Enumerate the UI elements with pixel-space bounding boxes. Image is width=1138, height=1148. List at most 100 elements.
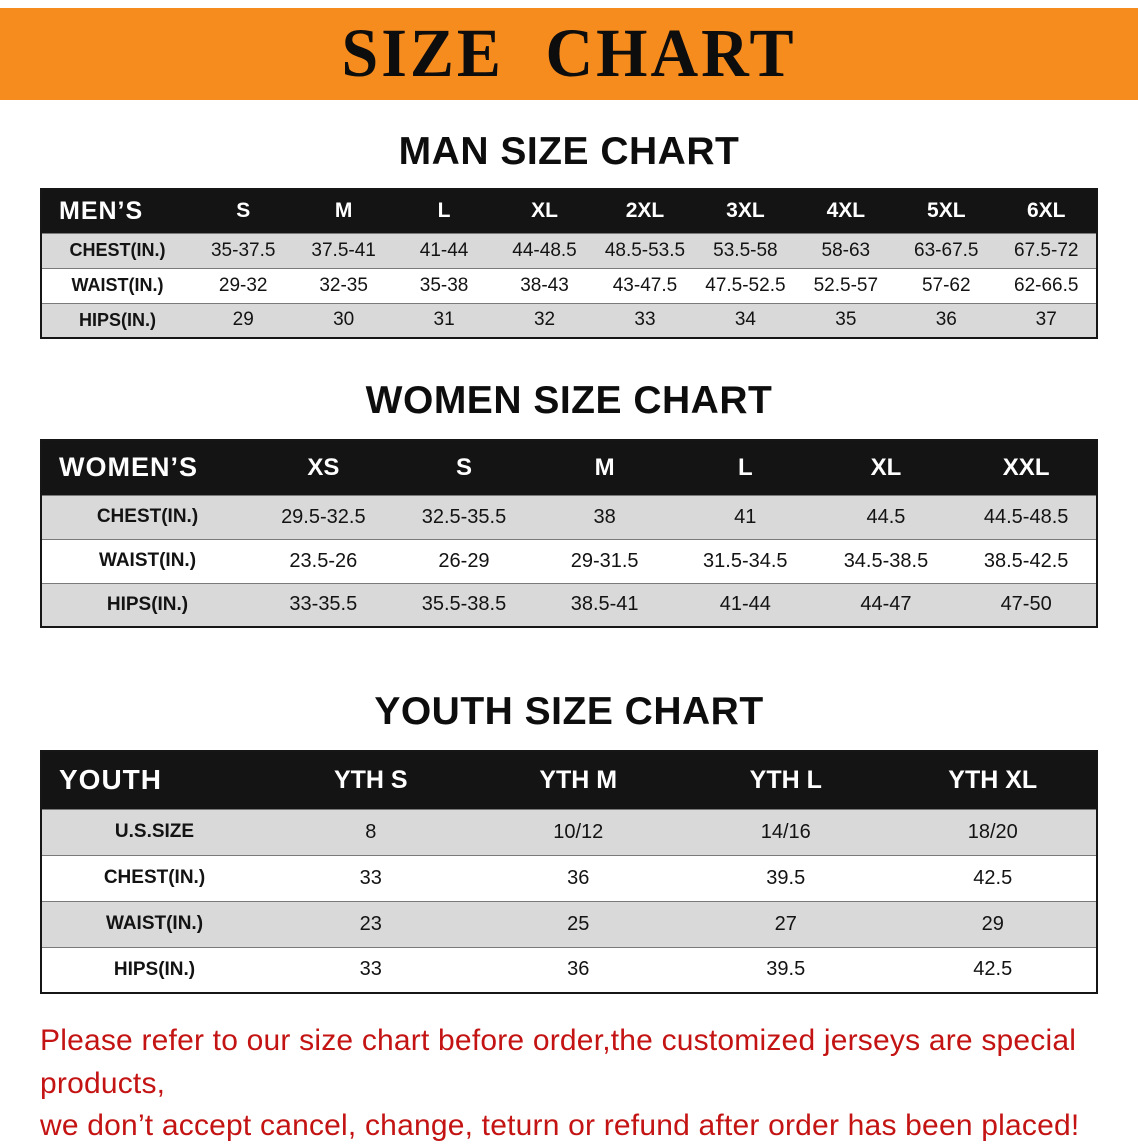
size-column-header: YTH XL xyxy=(889,751,1097,809)
size-column-header: XXL xyxy=(956,440,1097,495)
youth-size-chart-section: YOUTH SIZE CHART YOUTH YTH S YTH M YTH L YTH… xyxy=(0,690,1138,994)
size-value: 44-48.5 xyxy=(512,239,577,261)
size-value: 47.5-52.5 xyxy=(705,274,786,296)
size-value: 36 xyxy=(567,958,590,981)
measurement-label: U.S.SIZE xyxy=(114,821,195,842)
size-value: 44-47 xyxy=(860,593,912,616)
size-value: 35 xyxy=(835,309,857,331)
size-column-header: S xyxy=(393,440,535,495)
size-value: 52.5-57 xyxy=(813,274,879,296)
table-corner-label: YOUTH xyxy=(41,751,267,809)
size-column-header: M xyxy=(293,189,394,233)
size-value: 37.5-41 xyxy=(311,239,376,261)
size-value: 31 xyxy=(433,309,455,331)
men-size-table: MEN’S S M L XL 2XL 3XL 4XL 5XL 6XL CHEST(IN.) 35-3… xyxy=(40,188,1098,339)
women-size-chart-title: WOMEN SIZE CHART xyxy=(365,379,773,422)
size-column-header: YTH S xyxy=(267,751,475,809)
size-value: 43-47.5 xyxy=(612,274,678,296)
table-header-row: WOMEN’S XS S M L XL XXL xyxy=(41,440,1097,495)
size-value: 32.5-35.5 xyxy=(421,505,507,528)
disclaimer: Please refer to our size chart before or… xyxy=(40,1020,1118,1148)
size-value: 38 xyxy=(593,505,616,528)
table-header-row: MEN’S S M L XL 2XL 3XL 4XL 5XL 6XL xyxy=(41,189,1097,233)
measurement-row: CHEST(IN.) 33 36 39.5 42.5 xyxy=(41,855,1097,901)
size-value: 23.5-26 xyxy=(289,549,358,572)
size-column-header: XL xyxy=(815,440,957,495)
measurement-row: WAIST(IN.) 23 25 27 29 xyxy=(41,901,1097,947)
size-chart-banner: SIZE CHART xyxy=(0,8,1138,100)
size-value: 29 xyxy=(981,912,1004,935)
size-column-header: 2XL xyxy=(594,189,696,233)
measurement-row: HIPS(IN.) 33 36 39.5 42.5 xyxy=(41,947,1097,993)
youth-size-table: YOUTH YTH S YTH M YTH L YTH XL U.S.SIZE 8 10/1… xyxy=(40,750,1098,994)
size-value: 62-66.5 xyxy=(1014,274,1079,296)
size-value: 18/20 xyxy=(967,820,1018,843)
size-value: 42.5 xyxy=(973,866,1013,889)
size-value: 44.5 xyxy=(866,505,906,528)
size-value: 41-44 xyxy=(419,239,469,261)
man-size-chart-section: MAN SIZE CHART MEN’S S M L XL 2XL 3XL 4XL 5XL 6XL… xyxy=(0,130,1138,339)
size-value: 10/12 xyxy=(553,820,604,843)
measurement-label: WAIST(IN.) xyxy=(98,550,197,571)
man-size-chart-title: MAN SIZE CHART xyxy=(398,130,740,173)
size-value: 29-31.5 xyxy=(570,549,639,572)
women-size-table: WOMEN’S XS S M L XL XXL CHEST(IN.) 29.5-32.5 32.… xyxy=(40,439,1098,628)
table-corner-label: MEN’S xyxy=(41,189,193,233)
size-value: 27 xyxy=(774,912,797,935)
measurement-row: CHEST(IN.) 29.5-32.5 32.5-35.5 38 41 44.5 44.5… xyxy=(41,495,1097,539)
measurement-row: CHEST(IN.) 35-37.5 37.5-41 41-44 44-48.5 48.5… xyxy=(41,233,1097,268)
size-value: 26-29 xyxy=(438,549,490,572)
size-column-header: XL xyxy=(494,189,595,233)
size-value: 33-35.5 xyxy=(289,593,358,616)
measurement-label: HIPS(IN.) xyxy=(78,309,156,330)
size-value: 58-63 xyxy=(821,239,871,261)
size-value: 32 xyxy=(533,309,556,331)
women-table-head: WOMEN’S XS S M L XL XXL xyxy=(41,440,1097,495)
size-value: 29 xyxy=(232,309,254,331)
size-value: 34 xyxy=(734,309,756,331)
size-column-header: 3XL xyxy=(695,189,796,233)
size-value: 53.5-58 xyxy=(713,239,778,261)
size-value: 57-62 xyxy=(921,274,971,296)
size-value: 33 xyxy=(359,866,382,889)
measurement-row: HIPS(IN.) 29 30 31 32 33 34 35 36 37 xyxy=(41,303,1097,338)
size-value: 25 xyxy=(567,912,590,935)
men-table-body: CHEST(IN.) 35-37.5 37.5-41 41-44 44-48.5 48.5… xyxy=(41,233,1097,338)
size-column-header: 4XL xyxy=(795,189,897,233)
size-value: 35.5-38.5 xyxy=(421,593,507,616)
women-table-body: CHEST(IN.) 29.5-32.5 32.5-35.5 38 41 44.5 44.5… xyxy=(41,495,1097,627)
size-value: 39.5 xyxy=(766,958,806,981)
size-value: 38.5-42.5 xyxy=(983,549,1069,572)
size-value: 23 xyxy=(359,912,382,935)
size-value: 36 xyxy=(567,866,590,889)
table-corner-label: WOMEN’S xyxy=(41,440,253,495)
women-size-chart-section: WOMEN SIZE CHART WOMEN’S XS S M L XL XXL CHEST… xyxy=(0,379,1138,628)
size-value: 8 xyxy=(365,820,377,843)
youth-size-chart-title: YOUTH SIZE CHART xyxy=(374,690,764,733)
size-value: 31.5-34.5 xyxy=(703,549,788,572)
measurement-row: WAIST(IN.) 23.5-26 26-29 29-31.5 31.5-34.5 34… xyxy=(41,539,1097,583)
size-column-header: XS xyxy=(253,440,394,495)
size-value: 41-44 xyxy=(719,593,771,616)
size-value: 34.5-38.5 xyxy=(843,549,929,572)
measurement-row: WAIST(IN.) 29-32 32-35 35-38 38-43 43-47.5 47.… xyxy=(41,268,1097,303)
size-value: 38-43 xyxy=(520,274,569,296)
size-value: 37 xyxy=(1035,309,1057,331)
size-column-header: L xyxy=(393,189,495,233)
measurement-label: HIPS(IN.) xyxy=(106,593,189,615)
men-table-head: MEN’S S M L XL 2XL 3XL 4XL 5XL 6XL xyxy=(41,189,1097,233)
size-column-header: YTH L xyxy=(682,751,890,809)
size-value: 63-67.5 xyxy=(914,239,979,261)
size-value: 30 xyxy=(333,309,355,331)
size-column-header: M xyxy=(534,440,675,495)
size-value: 39.5 xyxy=(766,866,806,889)
size-value: 67.5-72 xyxy=(1014,239,1079,261)
measurement-label: CHEST(IN.) xyxy=(103,867,206,888)
disclaimer-line-2: we don’t accept cancel, change, teturn o… xyxy=(40,1109,1080,1143)
size-value: 32-35 xyxy=(319,274,368,296)
size-value: 35-37.5 xyxy=(210,239,276,261)
youth-table-head: YOUTH YTH S YTH M YTH L YTH XL xyxy=(41,751,1097,809)
disclaimer-line-1: Please refer to our size chart before or… xyxy=(40,1024,1077,1100)
measurement-label: WAIST(IN.) xyxy=(105,913,204,934)
